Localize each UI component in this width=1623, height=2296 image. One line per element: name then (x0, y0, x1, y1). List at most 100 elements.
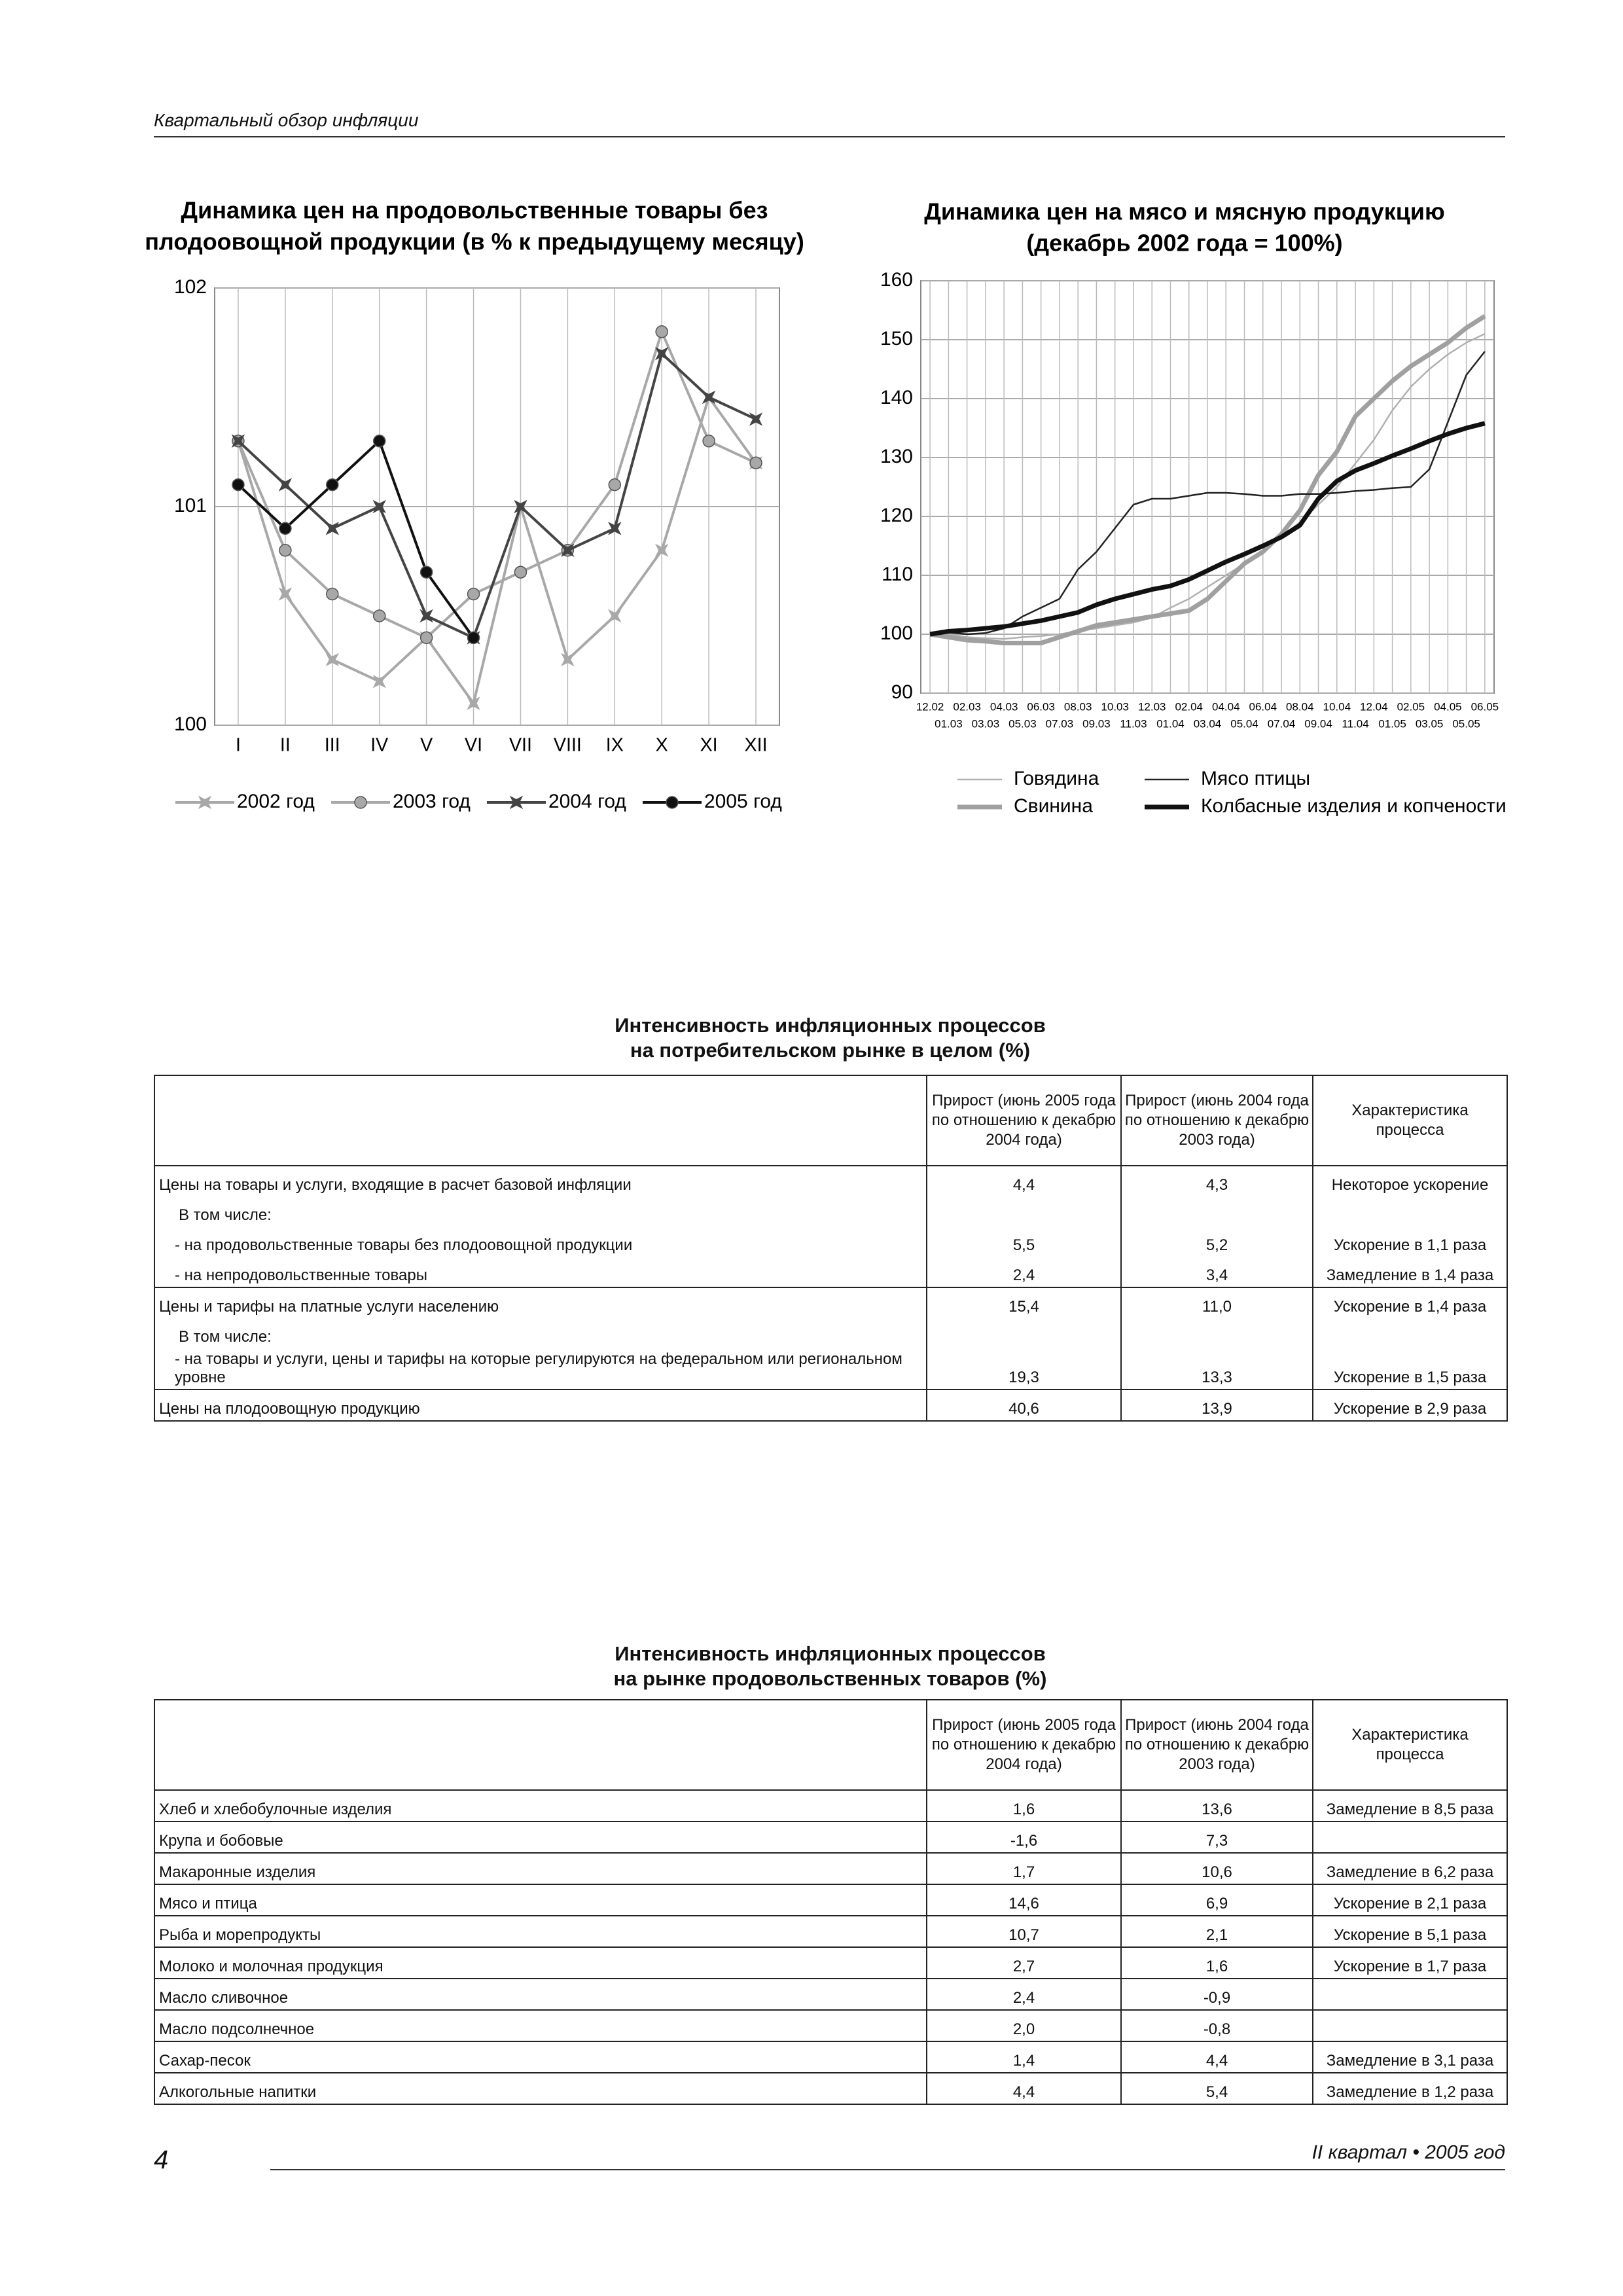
cell: 1,6 (1120, 1946, 1313, 1979)
x-tick-label: I (236, 735, 241, 756)
table-row: Цены на товары и услуги, входящие в расч… (154, 1165, 1508, 1196)
row-label: В том числе: (154, 1196, 927, 1227)
legend-marker (354, 796, 367, 809)
cell: 1,6 (926, 1789, 1122, 1821)
marker (467, 587, 480, 601)
x-tick-label: 12.04 (1360, 700, 1388, 713)
table-row: Масло подсолнечное 2,0 -0,8 (154, 2009, 1508, 2041)
x-tick-label: 09.03 (1082, 717, 1111, 730)
x-tick-label: 01.04 (1156, 717, 1185, 730)
x-tick-label: VII (509, 735, 532, 756)
x-tick-label: III (325, 735, 340, 756)
marker (326, 587, 339, 601)
marker (326, 478, 339, 492)
row-label: Мясо и птица (154, 1884, 927, 1916)
row-label: Масло подсолнечное (154, 2009, 927, 2041)
row-label: Цены на товары и услуги, входящие в расч… (154, 1165, 927, 1196)
table-row: Цены и тарифы на платные услуги населени… (154, 1287, 1508, 1318)
row-label: Макаронные изделия (154, 1852, 927, 1884)
chart-title: (декабрь 2002 года = 100%) (1026, 230, 1342, 257)
row-label: Масло сливочное (154, 1978, 927, 2010)
marker (325, 653, 340, 667)
series-line (237, 352, 757, 639)
table-title: Интенсивность инфляционных процессов на р… (154, 1641, 1507, 1691)
x-tick-label: 02.04 (1175, 700, 1203, 713)
cell: Ускорение в 1,5 раза (1312, 1348, 1508, 1390)
marker (655, 325, 668, 338)
cell: Ускорение в 1,4 раза (1312, 1287, 1508, 1318)
cell: 1,4 (926, 2041, 1122, 2073)
row-label: Алкогольные напитки (154, 2072, 927, 2105)
marker (467, 696, 480, 710)
cell: Замедление в 1,4 раза (1312, 1257, 1508, 1287)
chart-title: Динамика цен на мясо и мясную продукцию (924, 198, 1445, 225)
x-tick-label: 05.03 (1008, 717, 1037, 730)
row-label: Сахар-песок (154, 2041, 927, 2073)
cell: -0,9 (1120, 1978, 1313, 2010)
legend-marker (509, 795, 524, 810)
cell: 2,0 (926, 2009, 1122, 2041)
x-tick-label: 08.04 (1286, 700, 1314, 713)
table-row: Масло сливочное 2,4 -0,9 (154, 1978, 1508, 2010)
table-row: Макаронные изделия 1,7 10,6 Замедление в 6,… (154, 1852, 1508, 1884)
header-cell (154, 1075, 927, 1166)
table-title-line: на потребительском рынке в целом (%) (630, 1039, 1031, 1062)
x-tick-label: 12.02 (916, 700, 944, 713)
marker (419, 565, 433, 579)
y-tick-label: 101 (174, 495, 207, 516)
x-tick-label: 01.05 (1378, 717, 1406, 730)
x-tick-label: II (280, 735, 291, 756)
cell: 7,3 (1120, 1821, 1313, 1853)
marker (372, 435, 386, 448)
marker (514, 565, 527, 579)
marker (608, 478, 622, 492)
x-tick-label: 04.04 (1212, 700, 1240, 713)
cell (926, 1196, 1122, 1227)
marker (372, 499, 386, 514)
cell (1120, 1196, 1313, 1227)
x-tick-label: 05.04 (1230, 717, 1258, 730)
marker (372, 609, 386, 622)
cell (1312, 1196, 1508, 1227)
cell: 14,6 (926, 1884, 1122, 1916)
x-tick-label: 07.03 (1046, 717, 1074, 730)
cell: Ускорение в 5,1 раза (1312, 1915, 1508, 1947)
x-tick-label: 05.05 (1452, 717, 1480, 730)
cell: Некоторое ускорение (1312, 1165, 1508, 1196)
x-tick-label: XI (700, 735, 718, 756)
cell: Замедление в 6,2 раза (1312, 1852, 1508, 1884)
y-tick-label: 120 (880, 505, 913, 526)
footer-text: II квартал • 2005 год (1311, 2142, 1505, 2163)
table-row: В том числе: (154, 1318, 1508, 1348)
marker (419, 609, 433, 623)
footer-rule (270, 2169, 1505, 2170)
x-tick-label: 03.03 (972, 717, 1000, 730)
cell: 2,7 (926, 1946, 1122, 1979)
legend-label: Свинина (1014, 795, 1093, 817)
row-label: Цены и тарифы на платные услуги населени… (154, 1287, 927, 1318)
x-tick-label: 06.05 (1471, 700, 1499, 713)
series-line (237, 330, 757, 639)
table-row: - на товары и услуги, цены и тарифы на к… (154, 1348, 1508, 1390)
table-row: Рыба и морепродукты 10,7 2,1 Ускорение в 5,… (154, 1915, 1508, 1947)
x-tick-label: 11.03 (1120, 717, 1147, 730)
header-cell (154, 1699, 927, 1791)
table-row: Мясо и птица 14,6 6,9 Ускорение в 2,1 раза (154, 1884, 1508, 1916)
header-cell: Прирост (июнь 2005 года по отношению к д… (926, 1075, 1122, 1166)
cell: 13,6 (1120, 1789, 1313, 1821)
header-rule (154, 136, 1505, 137)
cell: Замедление в 1,2 раза (1312, 2072, 1508, 2105)
marker (231, 434, 245, 448)
cell: 2,1 (1120, 1915, 1313, 1947)
x-tick-label: 07.04 (1268, 717, 1296, 730)
table: Прирост (июнь 2005 года по отношению к д… (154, 1075, 1508, 1422)
legend-label: Колбасные изделия и копчености (1201, 795, 1507, 817)
cell (1120, 1318, 1313, 1348)
marker (325, 522, 340, 535)
legend-marker (198, 795, 212, 810)
x-tick-label: X (656, 735, 668, 756)
x-tick-label: 08.03 (1064, 700, 1092, 713)
row-label: Рыба и морепродукты (154, 1915, 927, 1947)
row-label: Хлеб и хлебобулочные изделия (154, 1789, 927, 1821)
cell: Замедление в 8,5 раза (1312, 1789, 1508, 1821)
